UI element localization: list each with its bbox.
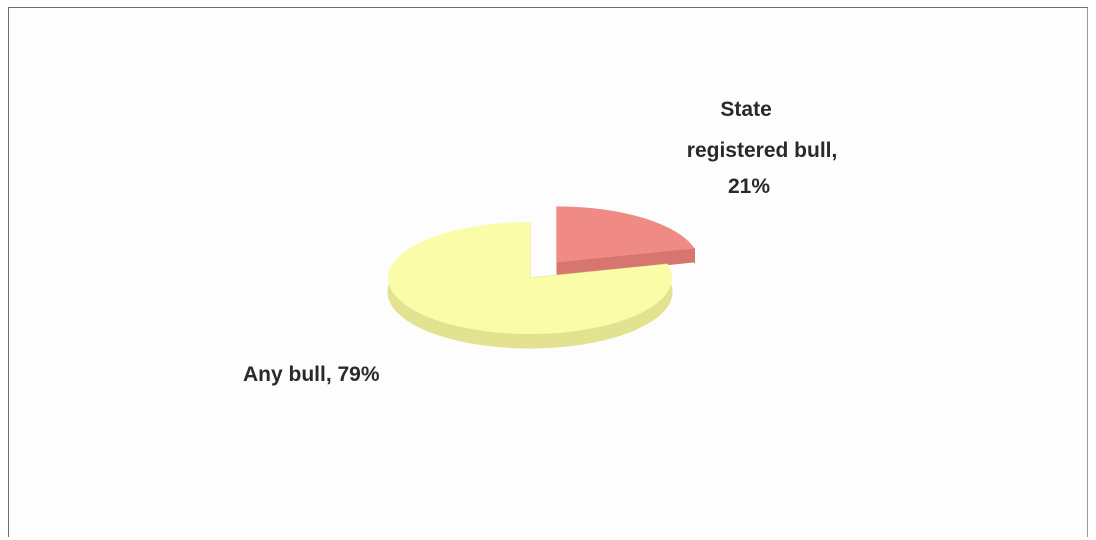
pie-slice [387,222,672,334]
slice-label-state-registered-bull: State registered bull, 21% [687,98,843,198]
slice-label-line: Any bull, 79% [243,363,380,386]
slice-label-line: registered bull, [687,139,838,162]
slice-label-line: 21% [728,175,770,198]
slice-label-any-bull: Any bull, 79% [243,363,380,386]
pie-slice [556,206,695,263]
chart-frame [8,7,1088,537]
slice-label-line: State [720,98,771,121]
pie-slice-edge [556,206,695,277]
